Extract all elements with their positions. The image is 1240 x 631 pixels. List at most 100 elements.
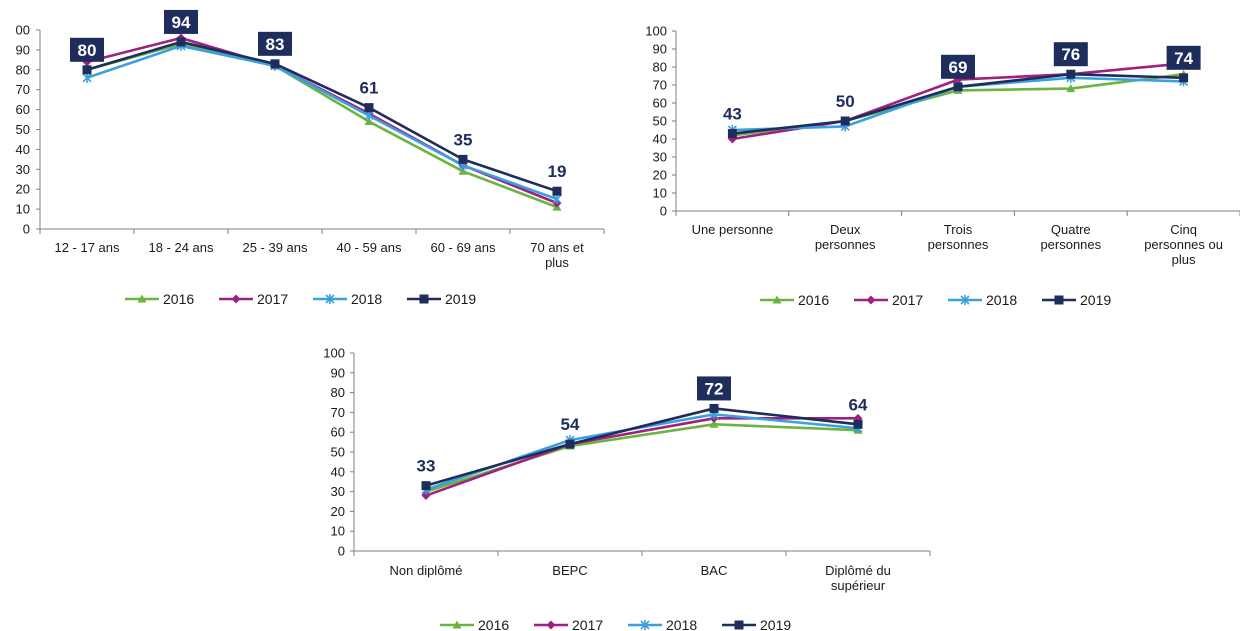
series-point-2019	[953, 82, 963, 92]
y-tick-label: 10	[653, 186, 667, 201]
legend-label-2017: 2017	[572, 617, 603, 631]
data-label: 80	[78, 41, 97, 60]
legend-marker-2017	[231, 294, 241, 304]
series-line-2016	[86, 42, 558, 209]
series-line-2018	[86, 44, 558, 201]
series-point-2019	[709, 403, 719, 413]
x-category-label-line: personnes	[1040, 237, 1101, 252]
x-category-label: 60 - 69 ans	[430, 240, 496, 255]
x-category-label: 40 - 59 ans	[336, 240, 402, 255]
legend-marker-2019	[734, 620, 744, 630]
x-category-label-line: 25 - 39 ans	[242, 240, 308, 255]
legend-marker-2017	[546, 620, 556, 630]
y-tick-label: 20	[331, 504, 345, 519]
series-point-2018	[364, 110, 374, 121]
chart-age-groups: 00 90 80 70 60 50 40 30 20 10 0 12 - 17 ans 18 - 24 …	[16, 9, 605, 307]
x-category-label: 70 ans et plus	[530, 240, 584, 270]
x-category-label-line: 60 - 69 ans	[430, 240, 496, 255]
series-point-2019	[364, 103, 374, 113]
y-tick-label: 100	[645, 24, 667, 39]
data-label: 61	[360, 79, 379, 98]
x-category-label: 12 - 17 ans	[54, 240, 120, 255]
y-tick-label: 60	[331, 425, 345, 440]
y-tick-label: 60	[16, 102, 30, 117]
y-tick-label: 100	[323, 346, 345, 361]
x-category-label: Trois personnes	[928, 222, 989, 252]
series-line-2017	[86, 36, 558, 205]
series-point-2019	[82, 65, 92, 75]
series-line-2019	[86, 40, 558, 193]
y-tick-label: 40	[653, 132, 667, 147]
x-category-label-line: Quatre	[1051, 222, 1091, 237]
y-tick-label: 50	[16, 122, 30, 137]
series-point-2019	[421, 481, 431, 491]
legend-label-2017: 2017	[892, 292, 923, 308]
x-category-label-line: BEPC	[552, 563, 587, 578]
y-tick-label: 60	[653, 96, 667, 111]
legend-label-2019: 2019	[760, 617, 791, 631]
series-point-2016	[364, 117, 374, 126]
legend-label-2018: 2018	[986, 292, 1017, 308]
x-category-label-line: Cinq	[1170, 222, 1197, 237]
x-category-label-line: Une personne	[692, 222, 774, 237]
x-category-label: 18 - 24 ans	[148, 240, 214, 255]
series-point-2019	[1066, 69, 1076, 79]
series-point-2016	[458, 166, 468, 175]
y-tick-label: 80	[16, 62, 30, 77]
y-tick-label: 90	[16, 42, 30, 57]
y-tick-label: 10	[16, 202, 30, 217]
x-category-label-line: Non diplômé	[390, 563, 463, 578]
legend-marker-2019	[1054, 295, 1064, 305]
x-category-label-line: 40 - 59 ans	[336, 240, 402, 255]
data-label: 94	[172, 13, 191, 32]
y-tick-label: 20	[653, 168, 667, 183]
series-point-2019	[840, 116, 850, 126]
series-point-2019	[853, 419, 863, 429]
x-category-label: 25 - 39 ans	[242, 240, 308, 255]
series-line-2019	[425, 407, 859, 487]
data-label: 76	[1061, 45, 1080, 64]
x-category-label: BAC	[701, 563, 728, 578]
x-category-label-line: personnes ou	[1144, 237, 1223, 252]
data-label-box	[1166, 45, 1201, 70]
data-label: 35	[454, 130, 473, 149]
x-category-label: BEPC	[552, 563, 587, 578]
series-point-2019	[727, 129, 737, 139]
data-label: 43	[723, 105, 742, 124]
legend-marker-2018	[325, 294, 335, 304]
x-category-label: Diplômé du supérieur	[825, 563, 891, 593]
legend-label-2018: 2018	[666, 617, 697, 631]
data-label: 50	[836, 92, 855, 111]
y-tick-label: 50	[653, 114, 667, 129]
x-category-label-line: 12 - 17 ans	[54, 240, 120, 255]
legend-marker-2016	[772, 295, 782, 304]
series-point-2019	[565, 439, 575, 449]
legend-label-2016: 2016	[163, 291, 194, 307]
data-label: 64	[849, 395, 868, 414]
y-tick-label: 80	[331, 385, 345, 400]
data-label-box	[164, 9, 198, 34]
data-label-box	[697, 376, 731, 401]
y-tick-label: 0	[23, 222, 30, 237]
y-tick-label: 70	[653, 78, 667, 93]
y-tick-label: 70	[16, 82, 30, 97]
data-label: 69	[949, 58, 968, 77]
series-point-2016	[709, 419, 719, 428]
y-tick-label: 40	[16, 142, 30, 157]
data-label: 33	[417, 457, 436, 476]
y-tick-label: 80	[653, 60, 667, 75]
series-point-2019	[270, 59, 280, 69]
series-point-2019	[1179, 73, 1189, 83]
y-tick-label: 40	[331, 464, 345, 479]
series-point-2016	[1066, 84, 1076, 93]
x-category-label-line: BAC	[701, 563, 728, 578]
x-category-label-line: Diplômé du	[825, 563, 891, 578]
legend-label-2019: 2019	[445, 291, 476, 307]
x-category-label-line: 70 ans et	[530, 240, 584, 255]
x-category-label-line: personnes	[815, 237, 876, 252]
legend-label-2019: 2019	[1080, 292, 1111, 308]
y-tick-label: 50	[331, 445, 345, 460]
data-label-box	[70, 37, 104, 62]
series-point-2018	[552, 194, 562, 205]
